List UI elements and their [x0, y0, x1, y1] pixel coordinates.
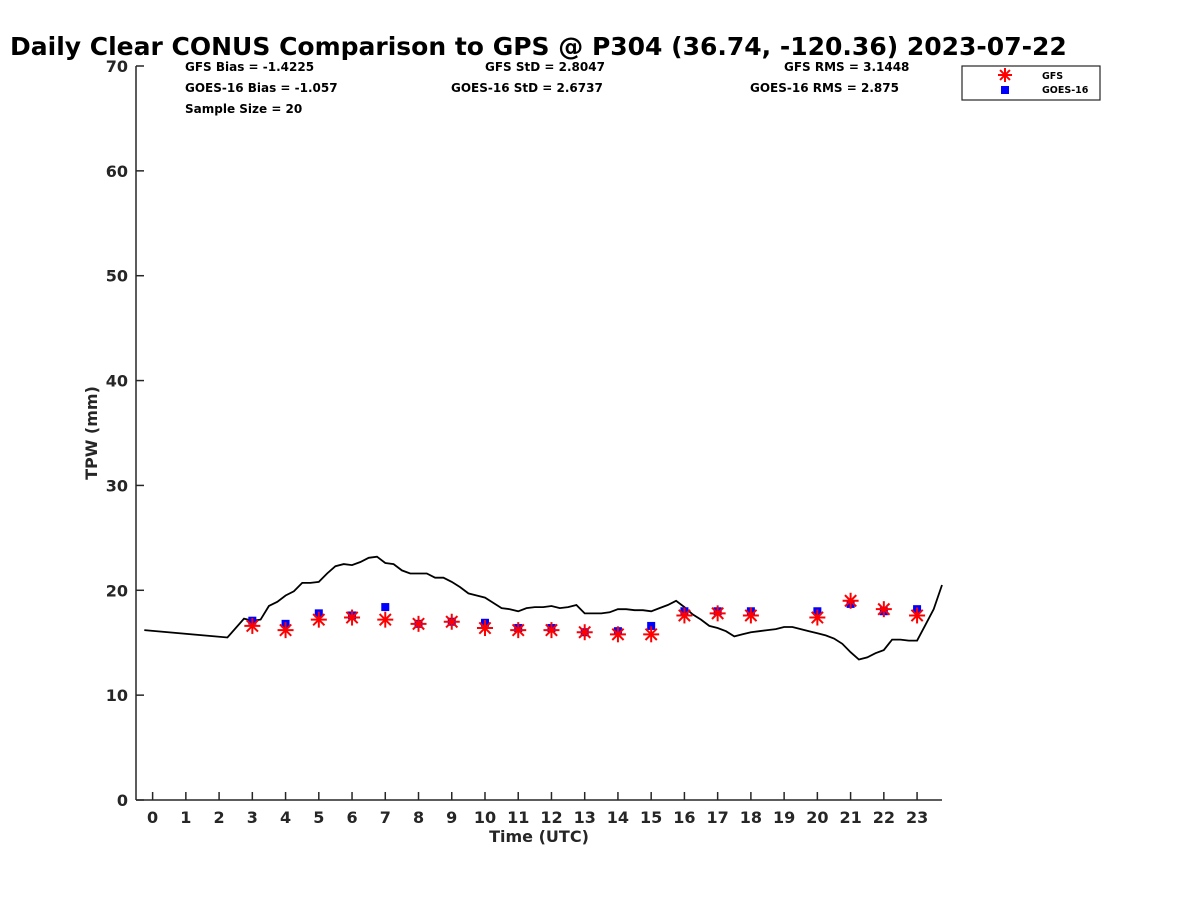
goes-point — [381, 603, 390, 612]
legend-gfs-star — [998, 68, 1012, 82]
legend-gfs-label: GFS — [1042, 71, 1063, 82]
gfs-point — [310, 611, 327, 628]
goes-point — [647, 621, 656, 630]
legend: GFS GOES-16 — [961, 65, 1101, 101]
gfs-point — [809, 609, 826, 626]
stats-block: GFS Bias = -1.4225 GOES-16 Bias = -1.057… — [185, 60, 909, 116]
y-tick-label: 30 — [106, 476, 128, 495]
x-tick-label: 16 — [673, 808, 695, 827]
goes-bias-stat: GOES-16 Bias = -1.057 — [185, 81, 338, 95]
x-tick-label: 6 — [346, 808, 357, 827]
x-tick-label: 2 — [214, 808, 225, 827]
y-tick-label: 50 — [106, 267, 128, 286]
x-tick-label: 8 — [413, 808, 424, 827]
sample-size-stat: Sample Size = 20 — [185, 102, 302, 116]
gfs-point — [609, 626, 626, 643]
x-tick-label: 7 — [380, 808, 391, 827]
y-tick-label: 70 — [106, 57, 128, 76]
y-axis-label: TPW (mm) — [82, 386, 101, 480]
x-tick-label: 11 — [507, 808, 529, 827]
gfs-point — [576, 624, 593, 641]
gfs-series — [244, 592, 926, 643]
gfs-point — [709, 605, 726, 622]
gfs-bias-stat: GFS Bias = -1.4225 — [185, 60, 314, 74]
gfs-point — [543, 622, 560, 639]
y-axis-ticks: 0 10 20 30 40 50 60 70 — [106, 57, 144, 810]
x-tick-label: 13 — [574, 808, 596, 827]
gfs-point — [410, 615, 427, 632]
x-tick-label: 15 — [640, 808, 662, 827]
gfs-point — [909, 607, 926, 624]
gfs-point — [344, 609, 361, 626]
gfs-point — [277, 622, 294, 639]
gfs-point — [643, 626, 660, 643]
gps-series — [144, 555, 943, 661]
x-tick-label: 4 — [280, 808, 291, 827]
x-tick-label: 18 — [740, 808, 762, 827]
x-tick-label: 22 — [873, 808, 895, 827]
x-tick-label: 0 — [147, 808, 158, 827]
x-tick-label: 3 — [247, 808, 258, 827]
x-tick-label: 12 — [540, 808, 562, 827]
plot-axes — [135, 66, 942, 801]
x-tick-label: 17 — [707, 808, 729, 827]
x-axis-label: Time (UTC) — [489, 827, 589, 846]
y-tick-label: 40 — [106, 372, 128, 391]
gps-line — [144, 555, 943, 661]
goes-rms-stat: GOES-16 RMS = 2.875 — [750, 81, 899, 95]
gfs-point — [244, 617, 261, 634]
gfs-point — [476, 620, 493, 637]
gfs-point — [510, 622, 527, 639]
gfs-point — [742, 607, 759, 624]
x-tick-label: 21 — [839, 808, 861, 827]
x-tick-label: 20 — [806, 808, 828, 827]
legend-box — [961, 65, 1101, 101]
x-tick-label: 23 — [906, 808, 928, 827]
x-tick-label: 1 — [180, 808, 191, 827]
x-tick-label: 5 — [313, 808, 324, 827]
gfs-rms-stat: GFS RMS = 3.1448 — [784, 60, 909, 74]
gfs-std-stat: GFS StD = 2.8047 — [485, 60, 605, 74]
y-tick-label: 10 — [106, 686, 128, 705]
gfs-point — [875, 601, 892, 618]
gfs-point — [842, 592, 859, 609]
legend-gfs-marker — [998, 68, 1012, 82]
chart-title: Daily Clear CONUS Comparison to GPS @ P3… — [10, 32, 1067, 61]
x-axis-ticks: 0 1 2 3 4 5 6 7 8 9 10 11 12 13 14 15 16 17 18 19 20 21 22 23 — [147, 792, 928, 827]
y-tick-label: 20 — [106, 581, 128, 600]
x-tick-label: 10 — [474, 808, 496, 827]
legend-goes-marker — [1001, 86, 1009, 94]
gfs-point — [377, 611, 394, 628]
x-tick-label: 9 — [446, 808, 457, 827]
gfs-point — [443, 613, 460, 630]
goes-std-stat: GOES-16 StD = 2.6737 — [451, 81, 603, 95]
x-tick-label: 19 — [773, 808, 795, 827]
y-tick-label: 0 — [117, 791, 128, 810]
x-tick-label: 14 — [607, 808, 629, 827]
y-tick-label: 60 — [106, 162, 128, 181]
legend-goes-label: GOES-16 — [1042, 85, 1089, 96]
gfs-point — [676, 607, 693, 624]
